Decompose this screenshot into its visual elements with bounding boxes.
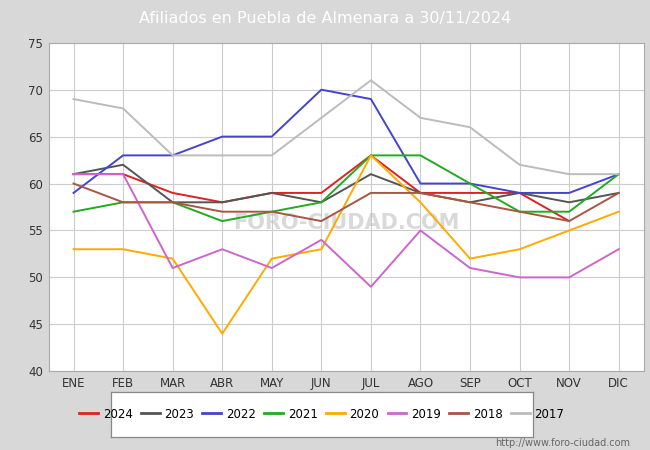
Legend: 2024, 2023, 2022, 2021, 2020, 2019, 2018, 2017: 2024, 2023, 2022, 2021, 2020, 2019, 2018…	[79, 408, 564, 420]
Text: Afiliados en Puebla de Almenara a 30/11/2024: Afiliados en Puebla de Almenara a 30/11/…	[139, 11, 511, 26]
Text: FORO-CIUDAD.COM: FORO-CIUDAD.COM	[233, 213, 460, 234]
Text: http://www.foro-ciudad.com: http://www.foro-ciudad.com	[495, 438, 630, 448]
